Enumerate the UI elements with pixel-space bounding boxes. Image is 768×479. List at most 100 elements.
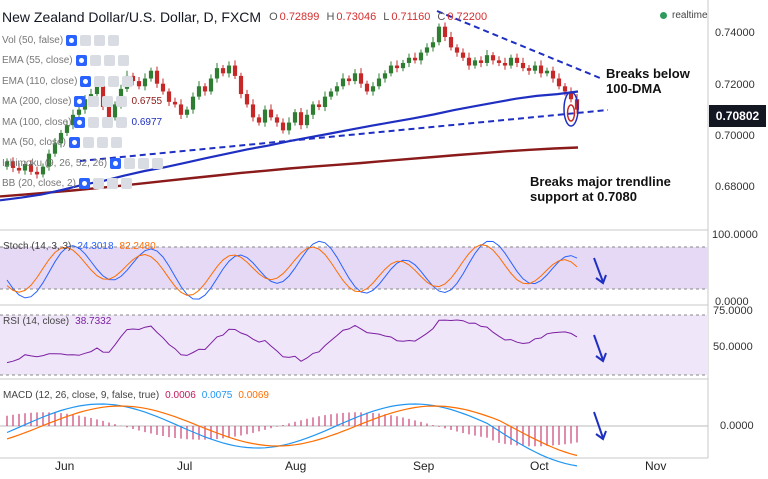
- candle-body: [448, 37, 454, 48]
- macd-label[interactable]: MACD (12, 26, close, 9, false, true) 0.00…: [3, 390, 269, 401]
- close-icon[interactable]: [122, 75, 134, 87]
- candle-body: [184, 109, 190, 115]
- symbol-title[interactable]: New Zealand Dollar/U.S. Dollar, D, FXCM: [2, 9, 262, 25]
- eye-icon[interactable]: [68, 137, 80, 149]
- close-icon[interactable]: [152, 157, 164, 169]
- eye-icon[interactable]: [74, 116, 86, 128]
- candle-body: [136, 81, 142, 87]
- eye-icon[interactable]: [80, 75, 92, 87]
- plus-icon[interactable]: [102, 116, 114, 128]
- candle-body: [40, 166, 46, 175]
- candle-body: [238, 75, 244, 95]
- uptrend-line: [79, 109, 609, 162]
- candle-body: [256, 117, 262, 123]
- last-price-tag: 0.70802: [709, 105, 766, 127]
- price-tick: 0.72000: [715, 79, 755, 91]
- candle-body: [400, 62, 406, 69]
- gear-icon[interactable]: [88, 96, 100, 108]
- plus-icon[interactable]: [94, 34, 106, 46]
- macd-histogram: [6, 412, 578, 447]
- candle-body: [424, 47, 430, 53]
- gear-icon[interactable]: [89, 55, 101, 67]
- ma200-value: 0.6755: [131, 96, 163, 108]
- gear-icon[interactable]: [92, 178, 104, 190]
- candle-body: [376, 78, 382, 87]
- indicator-row[interactable]: BB (20, close, 2): [0, 174, 163, 195]
- close-icon[interactable]: [117, 55, 129, 67]
- candle-body: [190, 96, 196, 110]
- candle-body: [262, 109, 268, 123]
- candle-body: [364, 83, 370, 92]
- candle-body: [418, 52, 424, 61]
- stoch-label[interactable]: Stoch (14, 3, 3) 24.3018 82.2480: [3, 241, 156, 252]
- candle-body: [382, 73, 388, 79]
- stoch-tick-0: 0.0000: [715, 296, 749, 308]
- candle-body: [310, 104, 316, 115]
- candle-body: [160, 83, 166, 92]
- gear-icon[interactable]: [88, 116, 100, 128]
- stoch-d-line: [6, 244, 578, 296]
- candle-body: [346, 78, 352, 82]
- indicator-list: Vol (50, false) EMA (55, close) EMA (110…: [0, 30, 164, 195]
- stoch-tick-100: 100.0000: [712, 229, 758, 241]
- candle-body: [502, 62, 508, 66]
- eye-icon[interactable]: [110, 157, 122, 169]
- candle-body: [28, 164, 34, 172]
- eye-icon[interactable]: [74, 96, 86, 108]
- candle-body: [352, 73, 358, 82]
- close-icon[interactable]: [110, 137, 122, 149]
- plus-icon[interactable]: [102, 96, 114, 108]
- indicator-row[interactable]: EMA (110, close): [0, 71, 163, 92]
- candle-body: [16, 167, 22, 171]
- gear-icon[interactable]: [124, 157, 136, 169]
- plus-icon[interactable]: [138, 157, 150, 169]
- indicator-row[interactable]: Ichimoku (9, 26, 52, 26): [0, 153, 164, 174]
- candle-body: [226, 65, 232, 74]
- candle-body: [64, 125, 70, 133]
- candle-body: [520, 62, 526, 69]
- candle-body: [508, 57, 514, 66]
- candle-body: [388, 65, 394, 74]
- eye-icon[interactable]: [75, 55, 87, 67]
- gear-icon[interactable]: [82, 137, 94, 149]
- candle-body: [412, 57, 418, 61]
- candle-body: [154, 70, 160, 84]
- candles-group: [4, 22, 580, 179]
- chart-title-bar: New Zealand Dollar/U.S. Dollar, D, FXCM …: [2, 6, 491, 28]
- candle-body: [466, 57, 472, 66]
- candle-body: [316, 104, 322, 108]
- indicator-row[interactable]: Vol (50, false): [0, 30, 163, 51]
- gear-icon[interactable]: [80, 34, 92, 46]
- candle-body: [334, 86, 340, 92]
- eye-icon[interactable]: [66, 34, 78, 46]
- rsi-label[interactable]: RSI (14, close) 38.7332: [3, 316, 112, 327]
- indicator-row[interactable]: EMA (55, close): [0, 51, 163, 72]
- close-icon[interactable]: [120, 178, 132, 190]
- eye-icon[interactable]: [78, 178, 90, 190]
- candle-body: [436, 26, 442, 43]
- candle-body: [370, 86, 376, 92]
- candle-body: [394, 65, 400, 69]
- close-icon[interactable]: [116, 96, 128, 108]
- candle-body: [568, 91, 574, 100]
- candle-body: [322, 96, 328, 108]
- candle-body: [106, 107, 112, 118]
- plus-icon[interactable]: [108, 75, 120, 87]
- plus-icon[interactable]: [103, 55, 115, 67]
- indicator-row[interactable]: MA (100, close) 0.6977: [2, 116, 163, 128]
- indicator-row[interactable]: MA (50, close): [0, 133, 163, 154]
- month-label: Nov: [645, 459, 667, 473]
- close-icon[interactable]: [108, 34, 120, 46]
- candle-body: [166, 91, 172, 102]
- indicator-row[interactable]: MA (200, close) 0.6755: [2, 96, 163, 108]
- candle-body: [484, 55, 490, 63]
- candle-body: [274, 117, 280, 123]
- plus-icon[interactable]: [106, 178, 118, 190]
- plus-icon[interactable]: [96, 137, 108, 149]
- gear-icon[interactable]: [94, 75, 106, 87]
- candle-body: [52, 143, 58, 154]
- rsi-tick-75: 75.0000: [713, 305, 753, 317]
- close-icon[interactable]: [116, 116, 128, 128]
- candle-body: [532, 65, 538, 71]
